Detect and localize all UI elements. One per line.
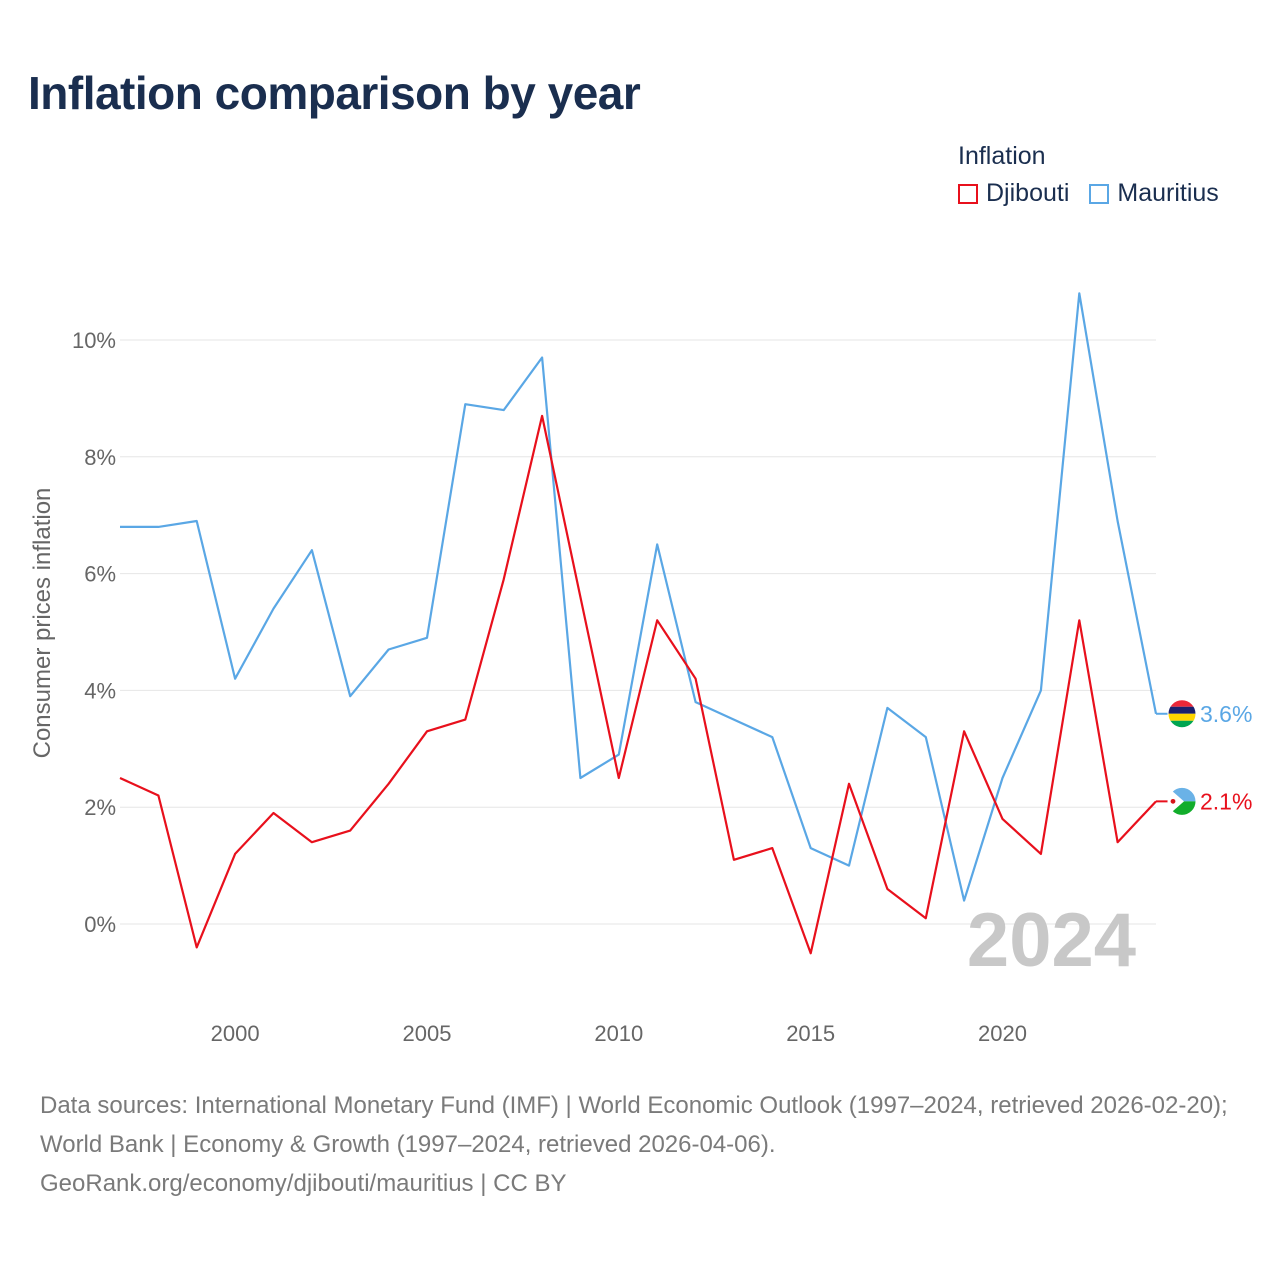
- end-markers: 2.1% 3.6%: [1156, 699, 1252, 816]
- mauritius-flag-icon: [1167, 699, 1197, 729]
- y-tick-label: 8%: [84, 445, 116, 470]
- y-axis-label: Consumer prices inflation: [29, 488, 56, 759]
- djibouti-flag-icon: [1167, 786, 1197, 816]
- x-axis: 2000 2005 2010 2015 2020: [211, 1021, 1027, 1046]
- gridlines: [120, 339, 1156, 925]
- x-tick-label: 2010: [594, 1021, 643, 1046]
- credit-text: GeoRank.org/economy/djibouti/mauritius |…: [40, 1170, 567, 1197]
- end-value-label-djibouti: 2.1%: [1200, 788, 1252, 814]
- legend-swatch-djibouti: [958, 183, 978, 204]
- series-line-mauritius[interactable]: [120, 292, 1158, 902]
- year-watermark: 2024: [967, 898, 1136, 983]
- end-marker-djibouti: 2.1%: [1156, 786, 1252, 816]
- y-tick-label: 6%: [84, 562, 116, 587]
- line-chart: 2024 0%2%4%6%8%10% 2000 2005 2010 2015 2020 …: [29, 292, 1252, 1046]
- x-tick-label: 2015: [786, 1021, 835, 1046]
- legend-item-djibouti[interactable]: Djibouti: [958, 179, 1069, 208]
- end-value-label-mauritius: 3.6%: [1200, 701, 1252, 727]
- y-tick-label: 0%: [84, 912, 116, 937]
- footer: Data sources: International Monetary Fun…: [40, 1086, 1250, 1203]
- flag-stripe: [1168, 706, 1196, 714]
- x-tick-label: 2000: [211, 1021, 260, 1046]
- x-tick-label: 2005: [402, 1021, 451, 1046]
- series-lines: [119, 292, 1158, 955]
- flag-fill: [1168, 787, 1196, 816]
- x-tick-label: 2020: [978, 1021, 1027, 1046]
- y-tick-label: 4%: [84, 678, 116, 703]
- data-sources-text: Data sources: International Monetary Fun…: [40, 1092, 1228, 1158]
- legend-swatch-mauritius: [1089, 183, 1110, 204]
- flag-stripe: [1168, 699, 1196, 707]
- y-tick-label: 2%: [84, 795, 116, 820]
- flag-star: [1170, 798, 1176, 804]
- chart-title: Inflation comparison by year: [28, 67, 641, 119]
- legend-title: Inflation: [958, 142, 1046, 170]
- legend: Inflation Djibouti Mauritius: [958, 142, 1219, 208]
- flag-stripe: [1168, 713, 1196, 721]
- flag-ring: [1167, 699, 1197, 729]
- y-axis: 0% 2% 4% 6% 8% 10%: [72, 328, 116, 937]
- legend-label-mauritius: Mauritius: [1117, 179, 1219, 207]
- flag-ring: [1167, 786, 1197, 816]
- flag-triangle: [1168, 787, 1184, 816]
- flag-fill: [1168, 699, 1196, 728]
- end-marker-mauritius: 3.6%: [1156, 699, 1252, 729]
- y-tick-label: 10%: [72, 328, 116, 353]
- legend-label-djibouti: Djibouti: [986, 179, 1070, 207]
- series-line-djibouti[interactable]: [119, 414, 1157, 955]
- flag-stripe: [1168, 720, 1196, 728]
- legend-item-mauritius[interactable]: Mauritius: [1089, 179, 1219, 208]
